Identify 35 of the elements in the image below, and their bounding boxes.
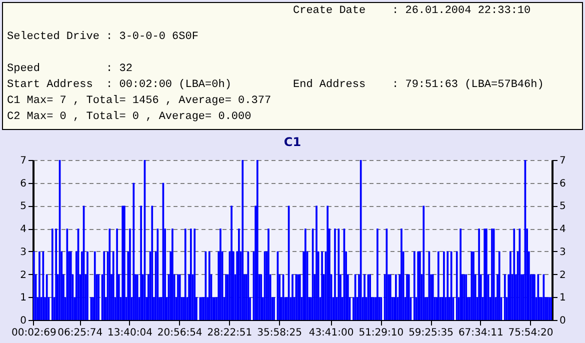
x-tick-label: 00:02:69 xyxy=(11,328,56,338)
x-tick-label: 59:25:35 xyxy=(408,328,454,338)
x-tick-label: 67:34:11 xyxy=(458,328,504,338)
y-tick-label: 6 xyxy=(20,178,26,190)
y2-tick-label: 7 xyxy=(560,156,566,166)
y-tick-label: 1 xyxy=(20,292,26,304)
y2-tick-label: 6 xyxy=(560,178,566,190)
text: Create Date : 26.01.2004 22:33:10 xyxy=(293,5,531,17)
text: C2 Max= 0 , Total= 0 , Average= 0.000 xyxy=(7,111,252,123)
text: Start Address : 00:02:00 (LBA=0h) xyxy=(7,79,232,91)
text: Selected Drive : 3-0-0-0 6S0F xyxy=(7,31,198,43)
y-tick-label: 5 xyxy=(20,201,26,212)
y2-tick-label: 2 xyxy=(560,270,566,281)
x-tick-label: 06:25:74 xyxy=(58,328,103,338)
text: C1 Max= 7 , Total= 1456 , Average= 0.377 xyxy=(7,95,272,107)
y-tick-label: 2 xyxy=(20,270,26,281)
x-tick-label: 51:29:10 xyxy=(358,328,404,338)
text: Speed : 32 xyxy=(7,63,132,75)
y2-tick-label: 3 xyxy=(560,246,566,258)
y2-tick-label: 1 xyxy=(560,292,566,304)
y2-tick-label: 4 xyxy=(560,224,566,236)
y-tick-label: 4 xyxy=(20,224,26,236)
x-tick-label: 13:40:04 xyxy=(108,328,152,338)
y-tick-label: 3 xyxy=(20,246,26,258)
chart-title: C1 xyxy=(284,135,302,149)
x-tick-label: 20:56:54 xyxy=(157,328,202,338)
x-tick-label: 75:54:20 xyxy=(508,328,554,338)
x-tick-label: 28:22:51 xyxy=(207,328,252,338)
y2-tick-label: 5 xyxy=(560,201,566,212)
y-tick-label: 7 xyxy=(20,156,26,166)
y-tick-label: 0 xyxy=(20,316,26,326)
y2-tick-label: 0 xyxy=(560,316,566,326)
x-tick-label: 43:41:00 xyxy=(308,328,354,338)
text: End Address : 79:51:63 (LBA=57B46h) xyxy=(293,79,544,91)
x-tick-label: 35:58:25 xyxy=(257,328,302,338)
